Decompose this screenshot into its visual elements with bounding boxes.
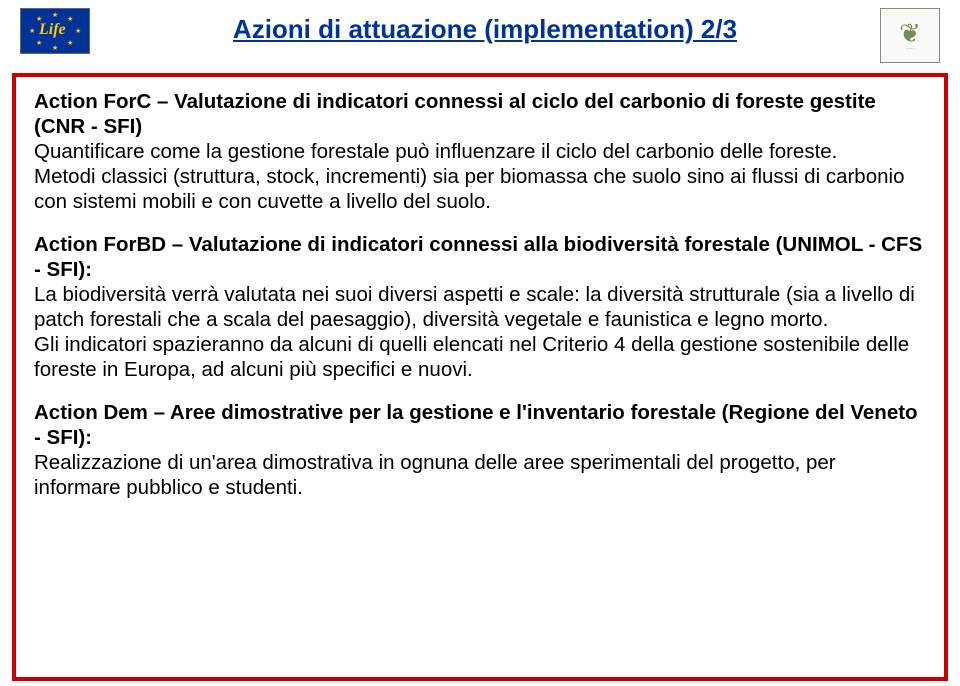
section-forc-body: Quantificare come la gestione forestale … [34, 140, 904, 213]
project-logo: ❦ ····· [880, 8, 940, 63]
section-forbd-heading: Action ForBD – Valutazione di indicatori… [34, 233, 922, 281]
slide-header: ★ ★ ★ ★ ★ ★ ★ ★ Life Azioni di attuazion… [0, 0, 960, 67]
section-forbd: Action ForBD – Valutazione di indicatori… [34, 232, 926, 382]
section-dem-heading: Action Dem – Aree dimostrative per la ge… [34, 401, 918, 449]
section-forbd-body: La biodiversità verrà valutata nei suoi … [34, 283, 915, 381]
slide-title: Azioni di attuazione (implementation) 2/… [90, 8, 880, 45]
section-dem-body: Realizzazione di un'area dimostrativa in… [34, 451, 836, 499]
section-forc: Action ForC – Valutazione di indicatori … [34, 89, 926, 214]
project-logo-caption: ····· [906, 46, 914, 52]
life-logo-text: Life [39, 21, 66, 39]
section-dem: Action Dem – Aree dimostrative per la ge… [34, 400, 926, 500]
content-box: Action ForC – Valutazione di indicatori … [12, 73, 948, 681]
section-forc-heading: Action ForC – Valutazione di indicatori … [34, 90, 876, 138]
life-eu-logo: ★ ★ ★ ★ ★ ★ ★ ★ Life [20, 8, 90, 54]
tree-icon: ❦ [899, 20, 921, 46]
